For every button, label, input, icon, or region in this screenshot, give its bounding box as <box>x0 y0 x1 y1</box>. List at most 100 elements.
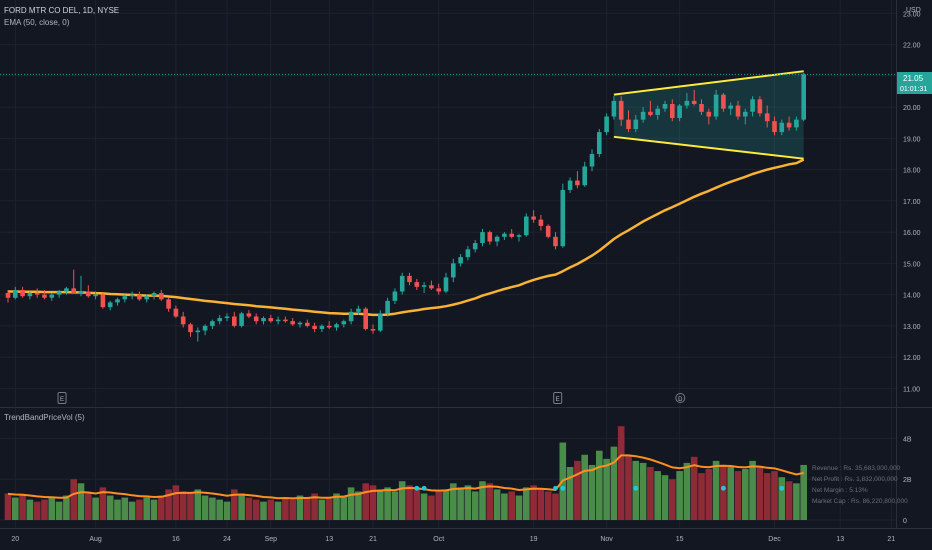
candle-body <box>326 325 332 328</box>
volume-bar <box>756 467 764 520</box>
volume-bar <box>384 487 391 520</box>
candle-body <box>480 232 485 244</box>
candle <box>348 308 354 325</box>
channel-lines[interactable] <box>613 70 804 160</box>
candle-body <box>443 277 449 292</box>
candle <box>407 272 412 286</box>
candle <box>567 177 573 194</box>
volume-bar <box>698 473 705 520</box>
time-tick-label: Dec <box>768 536 781 543</box>
candle-body <box>122 296 128 300</box>
candle <box>750 96 755 117</box>
candle <box>553 232 558 250</box>
event-marker[interactable]: D <box>675 393 686 404</box>
volume-bar <box>150 499 158 520</box>
candle <box>290 318 295 326</box>
candle <box>334 322 339 331</box>
candle-body <box>356 308 361 312</box>
time-tick-label: Sep <box>265 536 278 543</box>
volume-indicator-legend[interactable]: TrendBandPriceVol (5) <box>4 413 85 422</box>
candle-body <box>93 294 98 297</box>
price-tick-label: 16.00 <box>903 230 921 237</box>
earnings-marker-shape <box>57 392 67 404</box>
candle-body <box>465 249 471 258</box>
candle <box>93 291 98 300</box>
volume-bar <box>450 483 457 520</box>
candle-body <box>305 322 310 326</box>
channel-upper-line[interactable] <box>613 70 804 96</box>
volume-markers <box>414 485 785 491</box>
volume-bar <box>676 471 683 520</box>
volume-bar <box>333 493 340 520</box>
volume-bar <box>523 487 530 520</box>
candle <box>166 297 171 312</box>
volume-tick-label: 4B <box>903 436 912 443</box>
candle-body <box>319 325 325 329</box>
price-tick-label: 15.00 <box>903 261 921 268</box>
candle <box>772 116 777 136</box>
candle-body <box>129 294 135 297</box>
candle <box>706 108 712 125</box>
candle <box>305 319 310 328</box>
candle-body <box>757 99 763 114</box>
candle-body <box>137 294 142 300</box>
ema-legend[interactable]: EMA (50, close, 0) <box>4 18 70 27</box>
dividend-marker-shape <box>675 393 686 403</box>
candle <box>363 307 368 331</box>
volume-bar <box>194 489 202 520</box>
candle-body <box>188 324 193 333</box>
candle-body <box>728 105 733 109</box>
volume-bar <box>121 497 129 520</box>
volume-bar <box>231 489 238 520</box>
candle-body <box>385 300 390 314</box>
volume-bar <box>420 493 428 520</box>
volume-bar <box>267 499 275 520</box>
candle-body <box>86 291 91 297</box>
candle <box>531 210 536 223</box>
volume-bar <box>501 493 508 520</box>
candle-body <box>151 293 157 297</box>
volume-marker <box>421 485 427 491</box>
volume-bar <box>742 469 749 520</box>
volume-bar <box>508 491 515 520</box>
candle-body <box>42 294 47 298</box>
candle-body <box>312 325 317 329</box>
candle-body <box>699 104 704 112</box>
volume-bar <box>654 471 661 520</box>
volume-bar <box>77 483 85 520</box>
candle-body <box>78 291 84 294</box>
volume-marker <box>721 485 726 491</box>
event-marker[interactable]: E <box>57 392 67 404</box>
candle <box>480 229 485 247</box>
candle-body <box>34 293 40 295</box>
candle <box>341 319 347 328</box>
candle <box>662 100 668 112</box>
symbol-title[interactable]: FORD MTR CO DEL, 1D, NYSE <box>4 6 119 15</box>
candle-body <box>735 105 741 117</box>
channel-lower-line[interactable] <box>613 135 804 160</box>
volume-bar <box>479 481 486 520</box>
volume-bar <box>99 487 107 520</box>
volume-bar <box>19 495 26 520</box>
candle <box>261 316 266 325</box>
volume-bar <box>304 497 311 520</box>
candle-body <box>348 311 354 322</box>
price-tag: 21.05 01:01:31 <box>897 72 932 94</box>
volume-bar <box>661 475 669 520</box>
volume-bar <box>282 497 289 520</box>
candle-body <box>195 330 201 333</box>
candle <box>71 269 76 294</box>
candle <box>801 72 806 122</box>
candle <box>195 327 201 342</box>
candle <box>691 89 697 106</box>
volume-bar <box>413 489 421 520</box>
candle <box>326 321 332 329</box>
volume-bar <box>158 495 165 520</box>
candle-body <box>662 104 668 109</box>
candle <box>202 324 208 336</box>
candle <box>275 316 281 325</box>
event-marker[interactable]: E <box>553 392 563 404</box>
candle <box>465 246 471 261</box>
candle <box>509 229 514 239</box>
